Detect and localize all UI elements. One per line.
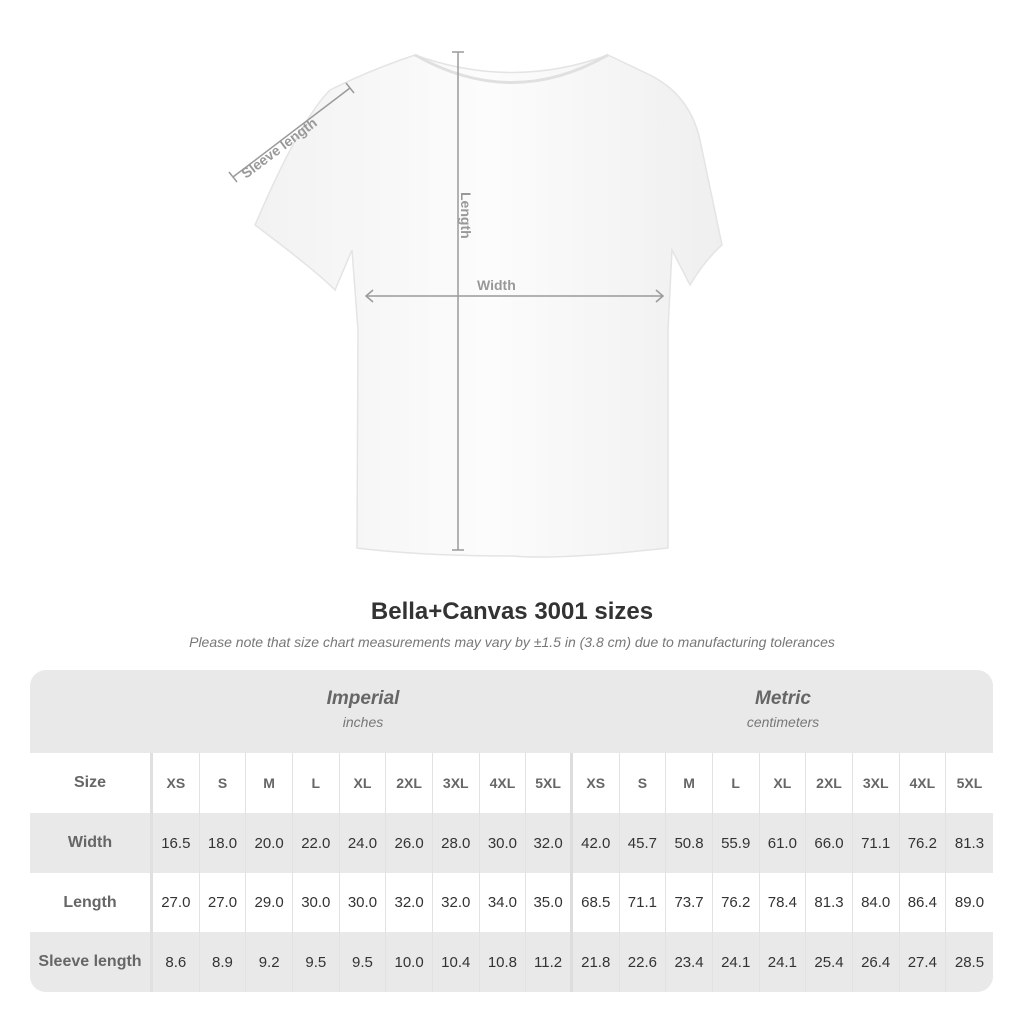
row-label: Sleeve length (30, 932, 153, 992)
metric-value-cell: 81.3 (954, 834, 985, 852)
imperial-value-cell: 30.0 (340, 873, 387, 932)
imperial-value-cell: 32.0 (386, 873, 433, 932)
metric-heading: Metric (755, 688, 811, 709)
imperial-value-cell: 10.0 (386, 932, 433, 992)
metric-value-cell: 24.1 (713, 932, 760, 992)
width-label: Width (477, 277, 516, 293)
metric-value-cell: 45.7 (620, 813, 667, 873)
size-header-cell: 3XL (433, 753, 480, 813)
imperial-value-cell: 27.0 (200, 873, 247, 932)
table-row: Length 27.0 27.0 29.0 30.0 30.0 32.0 32.0 34.0 35… (30, 873, 993, 932)
measure-lines (228, 51, 665, 551)
size-header-cell: M (246, 753, 293, 813)
metric-value-cell: 21.8 (573, 932, 620, 992)
imperial-value-cell: 10.4 (433, 932, 480, 992)
size-header-cell: 5XL (956, 775, 983, 791)
metric-value-cell: 55.9 (713, 813, 760, 873)
size-header-cell: XL (340, 753, 387, 813)
size-header-row: Size XS S M L XL 2XL 3XL 4XL 5XL XS S M L XL 2XL 3XL 4XL 5… (30, 753, 993, 813)
tshirt-diagram: Sleeve length Length Width (228, 51, 723, 558)
row-label: Width (30, 813, 153, 873)
imperial-value-cell: 32.0 (526, 813, 573, 873)
imperial-header: Imperial inches (153, 670, 573, 753)
imperial-value-cell: 30.0 (293, 873, 340, 932)
metric-value-cell: 81.3 (806, 873, 853, 932)
imperial-value-cell: 9.5 (340, 932, 387, 992)
imperial-value-cell: 18.0 (200, 813, 247, 873)
imperial-value-cell: 9.5 (293, 932, 340, 992)
size-header-cell: XS (153, 753, 200, 813)
table-row: Width 16.5 18.0 20.0 22.0 24.0 26.0 28.0 30.0 32.… (30, 813, 993, 873)
imperial-value-cell: 22.0 (293, 813, 340, 873)
imperial-value-cell: 20.0 (246, 813, 293, 873)
metric-value-cell: 78.4 (760, 873, 807, 932)
metric-value-cell: 23.4 (666, 932, 713, 992)
metric-value-cell: 76.2 (713, 873, 760, 932)
imperial-unit: inches (342, 714, 384, 730)
metric-value-cell: 89.0 (954, 894, 985, 911)
metric-value-cell: 68.5 (573, 873, 620, 932)
imperial-value-cell: 8.9 (200, 932, 247, 992)
size-header-cell: 2XL (806, 753, 853, 813)
imperial-value-cell: 29.0 (246, 873, 293, 932)
imperial-value-cell: 10.8 (480, 932, 527, 992)
metric-value-cell: 76.2 (900, 813, 947, 873)
size-header-cell: L (713, 753, 760, 813)
imperial-heading: Imperial (326, 688, 400, 709)
metric-value-cell: 25.4 (806, 932, 853, 992)
row-label: Length (30, 873, 153, 932)
imperial-value-cell: 27.0 (153, 873, 200, 932)
size-header-cell: 3XL (853, 753, 900, 813)
size-header-cell: S (200, 753, 247, 813)
size-header-cell: 5XL (526, 753, 573, 813)
size-header-cell: XS (573, 753, 620, 813)
imperial-value-cell: 26.0 (386, 813, 433, 873)
metric-value-cell: 86.4 (900, 873, 947, 932)
metric-value-cell: 50.8 (666, 813, 713, 873)
size-header-cell: 4XL (480, 753, 527, 813)
metric-value-cell: 24.1 (760, 932, 807, 992)
row-label: Size (30, 753, 153, 813)
imperial-value-cell: 35.0 (526, 873, 573, 932)
metric-value-cell: 42.0 (573, 813, 620, 873)
metric-value-cell: 61.0 (760, 813, 807, 873)
table-row: Sleeve length 8.6 8.9 9.2 9.5 9.5 10.0 10.4 10.8… (30, 932, 993, 992)
metric-value-cell: 66.0 (806, 813, 853, 873)
imperial-value-cell: 16.5 (153, 813, 200, 873)
size-header-cell: L (293, 753, 340, 813)
metric-value-cell: 26.4 (853, 932, 900, 992)
imperial-value-cell: 34.0 (480, 873, 527, 932)
imperial-value-cell: 32.0 (433, 873, 480, 932)
size-header-cell: S (620, 753, 667, 813)
size-header-cell: XL (760, 753, 807, 813)
size-header-cell: 4XL (900, 753, 947, 813)
metric-value-cell: 71.1 (853, 813, 900, 873)
tshirt-image (254, 54, 723, 558)
imperial-value-cell: 24.0 (340, 813, 387, 873)
imperial-value-cell: 9.2 (246, 932, 293, 992)
metric-value-cell: 22.6 (620, 932, 667, 992)
metric-value-cell: 84.0 (853, 873, 900, 932)
metric-header: Metric centimeters (573, 670, 993, 753)
imperial-value-cell: 8.6 (153, 932, 200, 992)
size-header-cell: 2XL (386, 753, 433, 813)
size-header-cell: M (666, 753, 713, 813)
metric-value-cell: 27.4 (900, 932, 947, 992)
imperial-value-cell: 11.2 (526, 932, 573, 992)
length-label: Length (458, 192, 474, 239)
metric-value-cell: 71.1 (620, 873, 667, 932)
imperial-value-cell: 30.0 (480, 813, 527, 873)
size-table: Imperial inches Metric centimeters Size X… (30, 670, 993, 992)
metric-unit: centimeters (746, 714, 820, 730)
metric-value-cell: 28.5 (954, 953, 985, 971)
imperial-value-cell: 28.0 (433, 813, 480, 873)
tolerance-note: Please note that size chart measurements… (189, 634, 835, 650)
page-title: Bella+Canvas 3001 sizes (370, 598, 654, 625)
metric-value-cell: 73.7 (666, 873, 713, 932)
